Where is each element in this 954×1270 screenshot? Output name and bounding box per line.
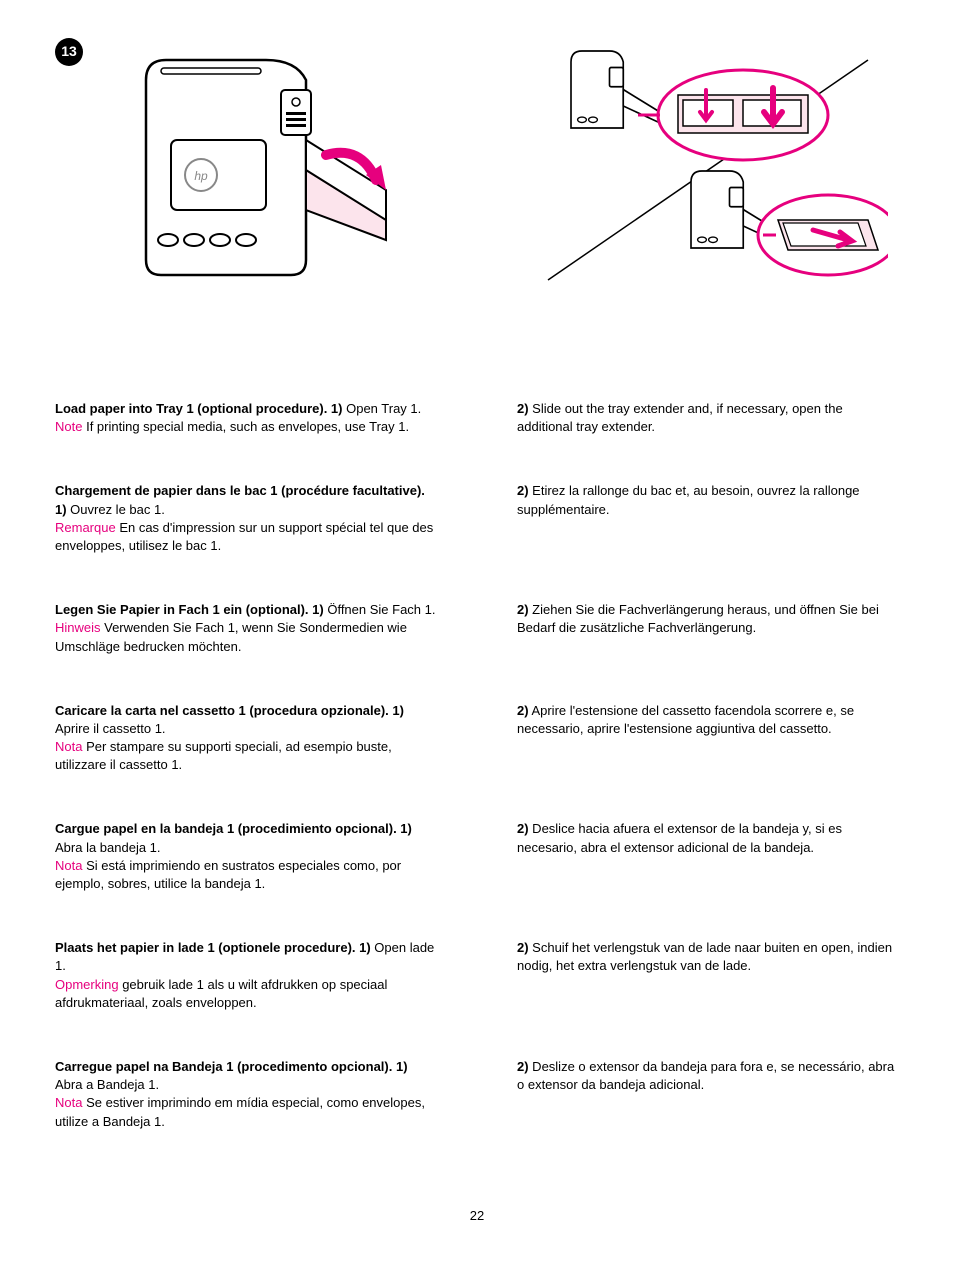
de-note-label: Hinweis [55, 620, 101, 635]
de-left-bold: Legen Sie Papier in Fach 1 ein (optional… [55, 602, 324, 617]
illustration-row: 13 hp [55, 30, 899, 310]
pt-right-rest: Deslize o extensor da bandeja para fora … [517, 1059, 894, 1092]
lang-de-right: 2) Ziehen Sie die Fachverlängerung herau… [517, 601, 899, 656]
lang-pt-left: Carregue papel na Bandeja 1 (procediment… [55, 1058, 437, 1131]
de-right-rest: Ziehen Sie die Fachverlängerung heraus, … [517, 602, 879, 635]
it-left-bold: Caricare la carta nel cassetto 1 (proced… [55, 703, 404, 718]
es-note-label: Nota [55, 858, 82, 873]
en-note-label: Note [55, 419, 82, 434]
nl-note-label: Opmerking [55, 977, 119, 992]
it-right-bold: 2) [517, 703, 529, 718]
it-left-rest: Aprire il cassetto 1. [55, 721, 166, 736]
fr-left-rest: Ouvrez le bac 1. [67, 502, 165, 517]
pt-note-text: Se estiver imprimindo em mídia especial,… [55, 1095, 425, 1128]
de-right-bold: 2) [517, 602, 529, 617]
en-left-bold: Load paper into Tray 1 (optional procedu… [55, 401, 342, 416]
lang-pt-right: 2) Deslize o extensor da bandeja para fo… [517, 1058, 899, 1131]
es-left-rest: Abra la bandeja 1. [55, 840, 161, 855]
pt-right-bold: 2) [517, 1059, 529, 1074]
illustration-right-cell [517, 30, 899, 310]
pt-left-rest: Abra a Bandeja 1. [55, 1077, 159, 1092]
es-right-rest: Deslice hacia afuera el extensor de la b… [517, 821, 842, 854]
es-right-bold: 2) [517, 821, 529, 836]
en-right-bold: 2) [517, 401, 529, 416]
printer-open-tray-illustration: hp [55, 30, 437, 310]
fr-right-rest: Etirez la rallonge du bac et, au besoin,… [517, 483, 860, 516]
lang-en-left: Load paper into Tray 1 (optional procedu… [55, 400, 437, 436]
lang-section-es: Cargue papel en la bandeja 1 (procedimie… [55, 820, 899, 893]
lang-it-left: Caricare la carta nel cassetto 1 (proced… [55, 702, 437, 775]
illustration-left-cell: 13 hp [55, 30, 437, 310]
lang-section-nl: Plaats het papier in lade 1 (optionele p… [55, 939, 899, 1012]
es-note-text: Si está imprimiendo en sustratos especia… [55, 858, 401, 891]
en-note-text: If printing special media, such as envel… [82, 419, 409, 434]
nl-right-rest: Schuif het verlengstuk van de lade naar … [517, 940, 892, 973]
nl-right-bold: 2) [517, 940, 529, 955]
lang-section-pt: Carregue papel na Bandeja 1 (procediment… [55, 1058, 899, 1131]
it-note-text: Per stampare su supporti speciali, ad es… [55, 739, 392, 772]
fr-note-label: Remarque [55, 520, 116, 535]
nl-left-bold: Plaats het papier in lade 1 (optionele p… [55, 940, 371, 955]
en-right-rest: Slide out the tray extender and, if nece… [517, 401, 843, 434]
lang-section-it: Caricare la carta nel cassetto 1 (proced… [55, 702, 899, 775]
it-note-label: Nota [55, 739, 82, 754]
de-left-rest: Öffnen Sie Fach 1. [324, 602, 436, 617]
lang-nl-right: 2) Schuif het verlengstuk van de lade na… [517, 939, 899, 1012]
lang-section-en: Load paper into Tray 1 (optional procedu… [55, 400, 899, 436]
tray-extender-illustration [517, 30, 899, 310]
lang-nl-left: Plaats het papier in lade 1 (optionele p… [55, 939, 437, 1012]
fr-right-bold: 2) [517, 483, 529, 498]
pt-left-bold: Carregue papel na Bandeja 1 (procediment… [55, 1059, 408, 1074]
lang-fr-left: Chargement de papier dans le bac 1 (proc… [55, 482, 437, 555]
it-right-rest: Aprire l'estensione del cassetto facendo… [517, 703, 854, 736]
lang-section-de: Legen Sie Papier in Fach 1 ein (optional… [55, 601, 899, 656]
page-number: 22 [55, 1207, 899, 1225]
lang-it-right: 2) Aprire l'estensione del cassetto face… [517, 702, 899, 775]
de-note-text: Verwenden Sie Fach 1, wenn Sie Sondermed… [55, 620, 407, 653]
pt-note-label: Nota [55, 1095, 82, 1110]
lang-fr-right: 2) Etirez la rallonge du bac et, au beso… [517, 482, 899, 555]
lang-section-fr: Chargement de papier dans le bac 1 (proc… [55, 482, 899, 555]
lang-de-left: Legen Sie Papier in Fach 1 ein (optional… [55, 601, 437, 656]
es-left-bold: Cargue papel en la bandeja 1 (procedimie… [55, 821, 412, 836]
lang-es-right: 2) Deslice hacia afuera el extensor de l… [517, 820, 899, 893]
step-number-badge: 13 [55, 38, 83, 66]
lang-en-right: 2) Slide out the tray extender and, if n… [517, 400, 899, 436]
en-left-rest: Open Tray 1. [342, 401, 421, 416]
lang-es-left: Cargue papel en la bandeja 1 (procedimie… [55, 820, 437, 893]
svg-text:hp: hp [194, 169, 208, 183]
